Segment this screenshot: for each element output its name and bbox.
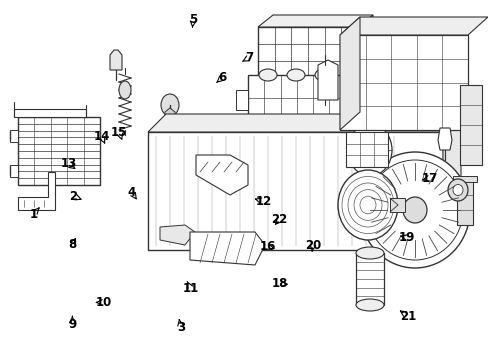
Text: 10: 10 (95, 296, 112, 309)
Text: 6: 6 (218, 71, 226, 84)
Bar (236, 90, 247, 110)
Ellipse shape (447, 179, 467, 201)
Text: 7: 7 (245, 51, 253, 64)
Text: 3: 3 (177, 321, 184, 334)
Text: 16: 16 (259, 240, 276, 253)
Bar (148, 132, 442, 250)
Bar (456, 180, 472, 225)
Polygon shape (18, 172, 55, 210)
Text: 4: 4 (128, 186, 136, 199)
Polygon shape (339, 17, 487, 35)
Text: 12: 12 (255, 195, 272, 208)
Ellipse shape (347, 124, 391, 176)
Polygon shape (317, 60, 337, 100)
Ellipse shape (259, 69, 276, 81)
Bar (459, 85, 481, 165)
Text: 22: 22 (271, 213, 287, 226)
Polygon shape (148, 114, 460, 132)
Text: 20: 20 (304, 239, 321, 252)
Bar (14, 109, 86, 117)
Text: 19: 19 (398, 231, 414, 244)
Ellipse shape (337, 170, 397, 240)
Polygon shape (190, 232, 264, 265)
Text: 1: 1 (29, 208, 37, 221)
Text: 18: 18 (271, 277, 287, 290)
Polygon shape (160, 225, 195, 245)
Polygon shape (164, 108, 175, 116)
Bar (355, 253, 383, 305)
Text: 8: 8 (68, 238, 76, 251)
Ellipse shape (341, 98, 377, 142)
Text: 21: 21 (399, 310, 416, 323)
Ellipse shape (314, 69, 332, 81)
Text: 9: 9 (68, 318, 76, 330)
Polygon shape (357, 15, 372, 95)
Polygon shape (437, 128, 451, 150)
Polygon shape (389, 198, 404, 212)
Bar (18, 117, 100, 185)
Ellipse shape (161, 94, 179, 116)
Bar (10, 165, 18, 177)
Ellipse shape (366, 160, 462, 260)
Text: 15: 15 (111, 126, 127, 139)
Ellipse shape (342, 69, 360, 81)
Polygon shape (442, 114, 460, 250)
Bar (339, 35, 467, 130)
Ellipse shape (452, 185, 462, 195)
Text: 14: 14 (93, 130, 110, 143)
Bar (236, 130, 247, 150)
Text: 13: 13 (60, 157, 77, 170)
Bar (10, 130, 18, 142)
Ellipse shape (119, 81, 131, 99)
Text: 5: 5 (189, 13, 197, 26)
Text: 11: 11 (182, 282, 199, 294)
Polygon shape (110, 50, 122, 70)
Ellipse shape (355, 299, 383, 311)
Bar (452, 176, 476, 182)
Ellipse shape (359, 152, 469, 268)
Ellipse shape (355, 247, 383, 259)
Polygon shape (196, 155, 247, 195)
Bar (346, 132, 387, 167)
Text: 2: 2 (69, 190, 77, 203)
Text: 17: 17 (420, 172, 437, 185)
Ellipse shape (355, 133, 383, 167)
Ellipse shape (402, 197, 426, 223)
Bar (247, 75, 377, 165)
Ellipse shape (286, 69, 305, 81)
Bar (258, 27, 357, 95)
Polygon shape (258, 15, 372, 27)
Polygon shape (339, 17, 359, 130)
